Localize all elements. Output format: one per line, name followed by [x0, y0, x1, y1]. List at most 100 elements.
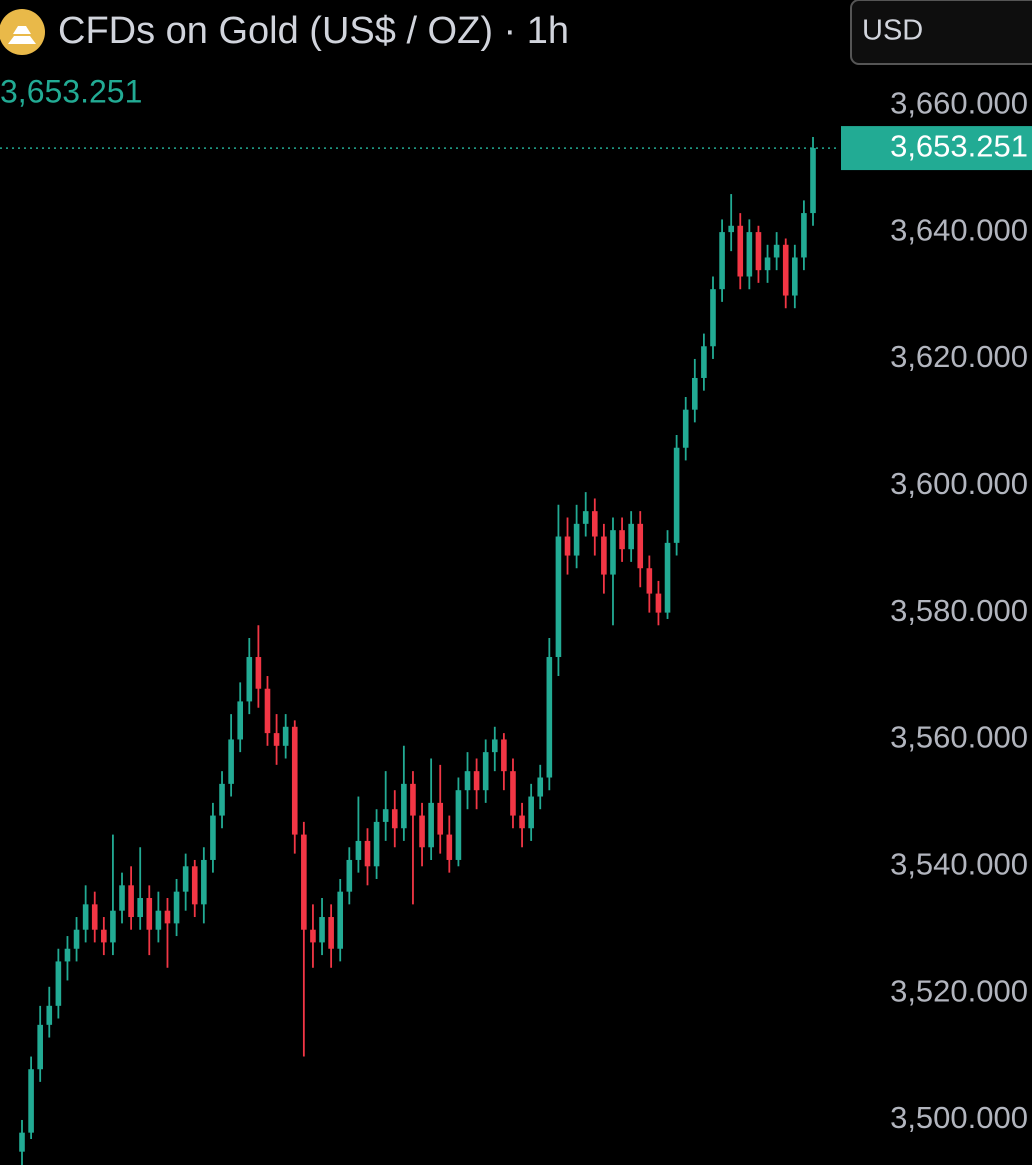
currency-button[interactable]	[850, 0, 1032, 65]
candle-body	[319, 917, 325, 943]
candle-body	[219, 783, 225, 816]
last-price-tag	[841, 126, 1032, 171]
candle-body	[555, 536, 562, 658]
candle-body	[182, 866, 189, 892]
candle-body	[373, 821, 380, 867]
candle-body	[173, 891, 180, 924]
candle-body	[728, 225, 734, 233]
candle-body	[264, 688, 271, 734]
candle-body	[91, 904, 98, 930]
symbol-logo	[0, 9, 45, 55]
candle-body	[282, 726, 289, 746]
plot-area: 3,660.000 3,640.000 3,620.000 3,600.000 3,58…	[0, 85, 1032, 1165]
candle-body	[37, 1024, 43, 1070]
candle-body	[446, 834, 453, 860]
candle-body	[537, 777, 544, 797]
candle-body	[110, 910, 116, 943]
candle-body	[391, 809, 398, 829]
candle-body	[82, 904, 89, 930]
candle-body	[46, 1005, 53, 1025]
candle-body	[301, 834, 307, 930]
candle-body	[501, 739, 507, 772]
candle-body	[337, 891, 344, 949]
candle-body	[764, 257, 771, 271]
y-tick-label: 3,560.000	[890, 720, 1028, 755]
candle-body	[164, 910, 171, 924]
candle-body	[437, 802, 444, 835]
candle-body	[382, 809, 389, 822]
y-tick-label: 3,580.000	[890, 593, 1028, 628]
chart-title: CFDs on Gold (US$ / OZ) · 1h	[58, 10, 569, 52]
candle-body	[510, 771, 516, 816]
candle-body	[55, 961, 62, 1006]
candle-body	[128, 885, 134, 918]
y-tick-label: 3,520.000	[890, 973, 1028, 1008]
candle-body	[73, 929, 80, 949]
y-tick-label: 3,620.000	[890, 339, 1028, 374]
last-price-legend: 3,653.251	[0, 73, 142, 109]
candle-body	[792, 257, 798, 296]
candle-body	[64, 948, 71, 962]
candle-body	[528, 796, 534, 829]
candle-body	[428, 802, 434, 848]
candle-body	[155, 910, 162, 930]
candle-body	[291, 726, 298, 835]
candle-body	[755, 232, 762, 271]
candle-body	[273, 733, 280, 746]
candle-body	[519, 815, 525, 829]
candle-body	[582, 511, 589, 524]
candle-body	[119, 885, 125, 911]
candle-body	[28, 1069, 34, 1133]
candle-body	[682, 409, 689, 448]
candle-body	[619, 530, 625, 550]
y-tick-label: 3,500.000	[890, 1100, 1028, 1135]
y-tick-label: 3,660.000	[890, 85, 1028, 120]
candle-body	[210, 815, 216, 860]
candle-body	[464, 771, 471, 791]
candle-body	[710, 289, 716, 347]
candle-body	[655, 593, 662, 613]
candle-body	[473, 771, 480, 791]
candle-body	[328, 917, 334, 949]
candle-body	[237, 701, 244, 740]
currency-label[interactable]: USD	[862, 15, 923, 47]
candle-body	[310, 929, 316, 943]
candle-body	[364, 840, 371, 867]
candle-body	[246, 657, 253, 702]
candle-body	[646, 568, 653, 594]
candle-body	[810, 148, 816, 214]
candle-body	[692, 377, 698, 410]
candle-body	[737, 225, 744, 277]
candle-body	[137, 898, 143, 918]
last-price-tag-label: 3,653.251	[890, 128, 1028, 163]
candle-body	[701, 346, 707, 378]
candle-body	[719, 232, 725, 290]
candle-body	[564, 536, 571, 556]
candle-body	[419, 815, 425, 848]
candle-body	[255, 657, 262, 689]
candle-body	[19, 1132, 25, 1152]
candle-body	[346, 859, 353, 892]
candle-body	[191, 866, 198, 905]
y-tick-label: 3,600.000	[890, 466, 1028, 501]
candle-body	[610, 530, 616, 575]
candle-body	[401, 783, 407, 829]
candle-body	[146, 898, 153, 930]
candle-body	[355, 840, 362, 860]
candle-body	[664, 542, 671, 613]
candle-body	[591, 511, 598, 537]
candle-body	[573, 523, 580, 556]
candle-body	[628, 523, 634, 550]
candle-body	[673, 447, 680, 543]
candle-body	[482, 752, 489, 791]
candle-body	[546, 657, 553, 778]
y-tick-label: 3,640.000	[890, 212, 1028, 247]
candle-body	[491, 739, 498, 753]
candle-body	[801, 213, 807, 258]
candle-body	[410, 783, 416, 816]
candle-body	[201, 859, 207, 905]
candle-body	[228, 739, 234, 784]
candle-body	[637, 523, 644, 569]
